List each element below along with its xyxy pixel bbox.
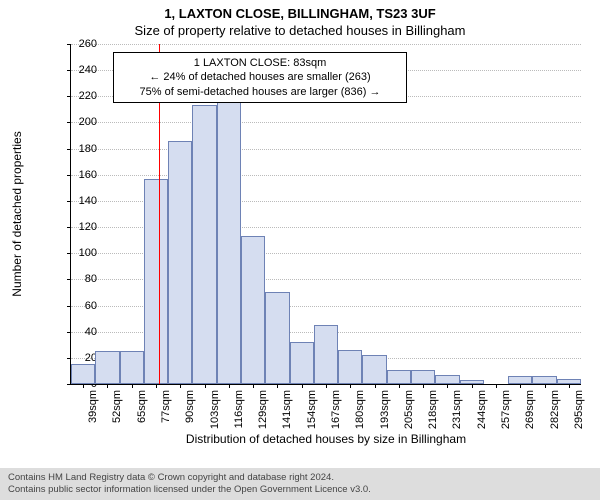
histogram-bar [241, 236, 265, 384]
histogram-bar [387, 370, 411, 384]
x-tick [447, 384, 448, 388]
x-tick [569, 384, 570, 388]
y-tick-label: 100 [69, 247, 97, 259]
x-tick [520, 384, 521, 388]
footer: Contains HM Land Registry data © Crown c… [0, 468, 600, 500]
x-tick-label: 295sqm [573, 390, 577, 429]
x-tick-label: 218sqm [427, 390, 431, 429]
y-tick-label: 220 [69, 90, 97, 102]
histogram-bar [532, 376, 556, 384]
x-tick-label: 269sqm [524, 390, 528, 429]
y-tick-label: 180 [69, 143, 97, 155]
x-tick-label: 244sqm [476, 390, 480, 429]
footer-line2: Contains public sector information licen… [8, 484, 592, 496]
histogram-bar [290, 342, 314, 384]
x-tick [472, 384, 473, 388]
x-axis-label: Distribution of detached houses by size … [71, 432, 581, 446]
x-tick [229, 384, 230, 388]
x-tick-label: 167sqm [330, 390, 334, 429]
y-tick-label: 260 [69, 38, 97, 50]
grid-line [71, 149, 581, 150]
x-tick-label: 257sqm [500, 390, 504, 429]
x-tick [496, 384, 497, 388]
annotation-line2: ← 24% of detached houses are smaller (26… [120, 70, 400, 84]
x-tick-label: 116sqm [233, 390, 237, 428]
x-tick [423, 384, 424, 388]
grid-line [71, 122, 581, 123]
x-tick [545, 384, 546, 388]
histogram-bar [265, 292, 289, 384]
x-tick [180, 384, 181, 388]
histogram-bar [508, 376, 532, 384]
x-tick [83, 384, 84, 388]
grid-line [71, 44, 581, 45]
y-tick-label: 140 [69, 195, 97, 207]
plot-area: 02040608010012014016018020022024026039sq… [70, 44, 581, 385]
y-tick-label: 60 [69, 300, 97, 312]
page-subtitle: Size of property relative to detached ho… [0, 21, 600, 38]
footer-line1: Contains HM Land Registry data © Crown c… [8, 472, 592, 484]
histogram-bar [217, 99, 241, 384]
x-tick-label: 282sqm [549, 390, 553, 429]
grid-line [71, 175, 581, 176]
x-tick [399, 384, 400, 388]
x-tick [302, 384, 303, 388]
x-tick-label: 180sqm [354, 390, 358, 429]
x-tick-label: 103sqm [209, 390, 213, 429]
x-tick-label: 231sqm [451, 390, 455, 429]
histogram-bar [314, 325, 338, 384]
x-tick [277, 384, 278, 388]
histogram-bar [120, 351, 144, 384]
annotation-box: 1 LAXTON CLOSE: 83sqm ← 24% of detached … [113, 52, 407, 103]
x-tick-label: 52sqm [111, 390, 115, 423]
x-tick [132, 384, 133, 388]
y-tick-label: 40 [69, 326, 97, 338]
histogram-bar [435, 375, 459, 384]
histogram-bar [144, 179, 168, 384]
histogram-bar [192, 105, 216, 384]
chart-container: Number of detached properties 0204060801… [36, 44, 586, 416]
y-tick-label: 80 [69, 273, 97, 285]
y-axis-label: Number of detached properties [10, 44, 30, 384]
histogram-bar [168, 141, 192, 384]
x-tick-label: 77sqm [160, 390, 164, 423]
x-tick-label: 129sqm [257, 390, 261, 429]
page-title: 1, LAXTON CLOSE, BILLINGHAM, TS23 3UF [0, 0, 600, 21]
x-tick [350, 384, 351, 388]
annotation-line3: 75% of semi-detached houses are larger (… [120, 85, 400, 99]
y-tick-label: 240 [69, 64, 97, 76]
histogram-bar [338, 350, 362, 384]
y-tick-label: 20 [69, 352, 97, 364]
x-tick [375, 384, 376, 388]
y-tick-label: 160 [69, 169, 97, 181]
y-tick-label: 120 [69, 221, 97, 233]
x-tick-label: 141sqm [281, 390, 285, 429]
annotation-line1: 1 LAXTON CLOSE: 83sqm [120, 56, 400, 70]
histogram-bar [95, 351, 119, 384]
histogram-bar [71, 364, 95, 384]
x-tick-label: 205sqm [403, 390, 407, 429]
x-tick-label: 39sqm [87, 390, 91, 423]
histogram-bar [362, 355, 386, 384]
y-tick-label: 200 [69, 116, 97, 128]
x-tick-label: 193sqm [379, 390, 383, 429]
x-tick-label: 65sqm [136, 390, 140, 423]
x-tick-label: 90sqm [184, 390, 188, 423]
x-tick-label: 154sqm [306, 390, 310, 429]
x-tick [205, 384, 206, 388]
x-tick [253, 384, 254, 388]
x-tick [156, 384, 157, 388]
x-tick [107, 384, 108, 388]
histogram-bar [411, 370, 435, 384]
x-tick [326, 384, 327, 388]
